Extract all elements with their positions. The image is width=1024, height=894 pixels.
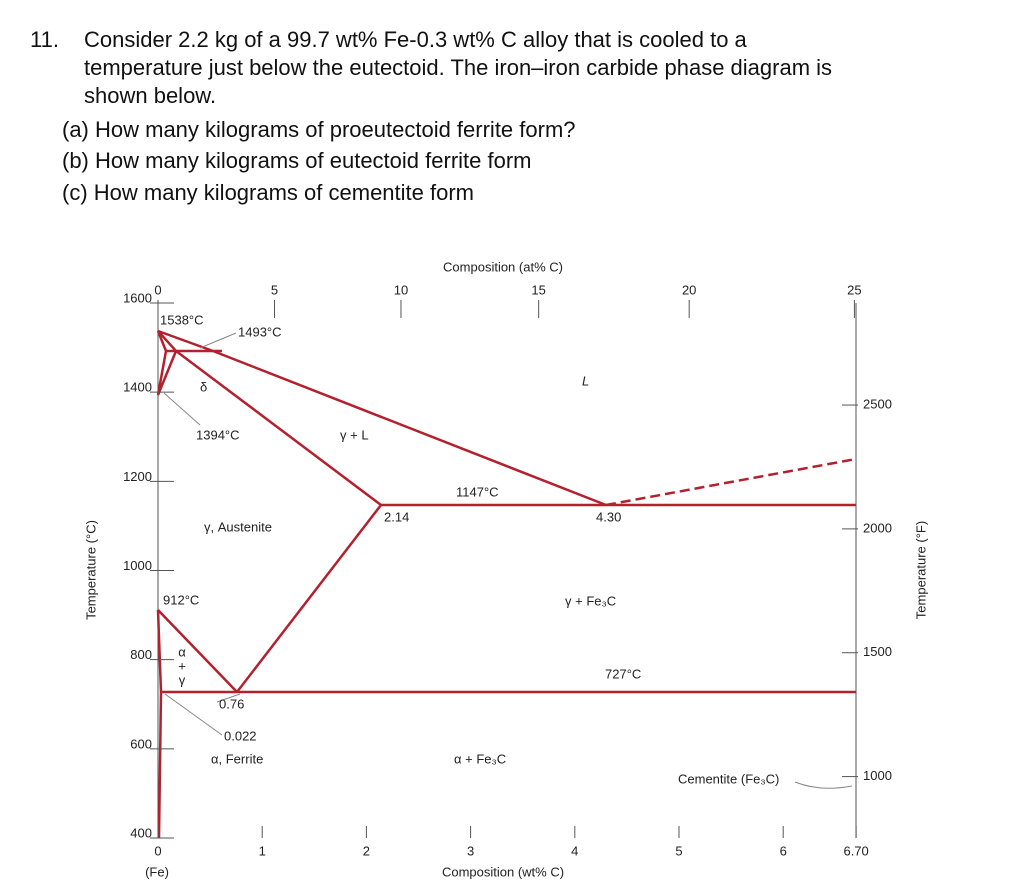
phase-boundaries (156, 329, 857, 839)
x-tick-label: 0 (154, 843, 161, 858)
annotation: α, Ferrite (211, 751, 263, 766)
question-number: 11. (30, 27, 59, 52)
annotation: 4.30 (596, 509, 621, 524)
top-tick-label: 0 (154, 282, 161, 297)
annotation: 1394°C (196, 427, 240, 442)
leader (163, 392, 201, 426)
annotation: α + Fe₃C (454, 751, 506, 766)
x-tick-label: 1 (259, 843, 266, 858)
top-tick-label: 5 (271, 282, 278, 297)
leader (164, 693, 223, 736)
annotation: + (178, 658, 186, 673)
y-tick-label: 600 (130, 736, 152, 751)
annotation: γ, Austenite (204, 519, 272, 534)
left-axis-label: Temperature (°C) (83, 520, 98, 620)
y2-tick-label: 1500 (863, 644, 892, 659)
y-tick-label: 400 (130, 825, 152, 840)
y-tick-label: 1400 (123, 380, 152, 395)
top-tick-label: 10 (394, 282, 408, 297)
annotation: L (582, 373, 589, 388)
annotation: 0.76 (219, 696, 244, 711)
liquidus (157, 329, 607, 507)
leader (216, 693, 241, 703)
annotation: γ + Fe₃C (565, 593, 616, 608)
annotation: 1493°C (238, 324, 282, 339)
y-tick-label: 800 (130, 647, 152, 662)
a3-line (157, 609, 238, 693)
question-part: (b) How many kilograms of eutectoid ferr… (62, 148, 532, 173)
leader (794, 781, 853, 789)
right-axis-label: Temperature (°F) (913, 521, 928, 619)
annotation: 912°C (163, 592, 199, 607)
annotation: 1147°C (456, 484, 499, 499)
annotation: γ + L (340, 427, 369, 442)
annotation: 0.022 (224, 728, 257, 743)
question-part: (a) How many kilograms of proeutectoid f… (62, 117, 576, 142)
question-line: shown below. (84, 83, 217, 108)
top-tick-label: 25 (847, 282, 861, 297)
annotation: α (178, 644, 186, 659)
leader-lines (163, 332, 853, 789)
annotation: Cementite (Fe₃C) (678, 771, 779, 786)
top-tick-label: 15 (531, 282, 545, 297)
annotation: γ (179, 672, 186, 687)
x-tick-label: 2 (363, 843, 370, 858)
annotation: δ (200, 379, 207, 394)
x-sub-label: (Fe) (145, 864, 169, 879)
x-tick-label: 6.70 (843, 843, 868, 858)
x-tick-label: 6 (780, 843, 787, 858)
x-axis-label: Composition (wt% C) (442, 864, 564, 879)
y2-tick-label: 2000 (863, 520, 892, 535)
liquidus-dashed (605, 457, 857, 507)
leader (199, 332, 237, 349)
delta-boundaries (156, 330, 178, 396)
question-part: (c) How many kilograms of cementite form (62, 180, 474, 205)
y-tick-label: 1200 (123, 469, 152, 484)
top-tick-label: 20 (682, 282, 696, 297)
y-tick-label: 1000 (123, 558, 152, 573)
x-tick-label: 5 (675, 843, 682, 858)
question-line: Consider 2.2 kg of a 99.7 wt% Fe-0.3 wt%… (84, 27, 747, 52)
y2-tick-label: 1000 (863, 768, 892, 783)
annotation: 2.14 (384, 509, 409, 524)
top-axis-label: Composition (at% C) (443, 259, 563, 274)
annotation: 1538°C (160, 312, 204, 327)
annotation: 727°C (605, 666, 641, 681)
y-tick-label: 1600 (123, 290, 152, 305)
x-tick-label: 3 (467, 843, 474, 858)
acm-line (236, 504, 382, 693)
question-line: temperature just below the eutectoid. Th… (84, 55, 833, 80)
y2-tick-label: 2500 (863, 396, 892, 411)
x-tick-label: 4 (571, 843, 578, 858)
